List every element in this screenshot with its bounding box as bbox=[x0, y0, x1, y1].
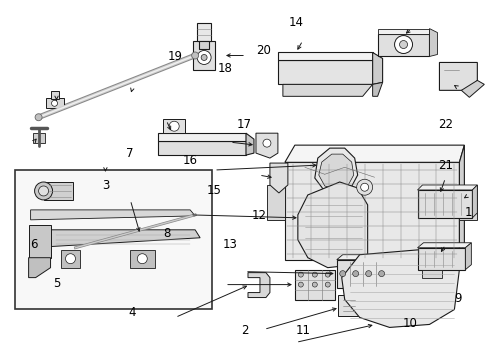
Circle shape bbox=[201, 54, 207, 60]
Polygon shape bbox=[465, 243, 470, 270]
Polygon shape bbox=[285, 145, 464, 162]
Circle shape bbox=[298, 282, 303, 287]
Polygon shape bbox=[245, 133, 253, 155]
Text: 21: 21 bbox=[437, 159, 452, 172]
Polygon shape bbox=[297, 182, 367, 268]
Text: 15: 15 bbox=[206, 184, 221, 197]
Polygon shape bbox=[158, 141, 245, 155]
Polygon shape bbox=[458, 185, 476, 220]
Text: 22: 22 bbox=[437, 118, 452, 131]
Polygon shape bbox=[277, 53, 372, 60]
Polygon shape bbox=[417, 243, 470, 248]
Circle shape bbox=[394, 36, 412, 54]
Circle shape bbox=[339, 271, 345, 276]
Polygon shape bbox=[31, 210, 195, 220]
Text: 4: 4 bbox=[128, 306, 136, 319]
Circle shape bbox=[39, 186, 48, 196]
Text: 13: 13 bbox=[222, 238, 237, 251]
Circle shape bbox=[298, 272, 303, 277]
Circle shape bbox=[325, 282, 329, 287]
Polygon shape bbox=[277, 60, 372, 84]
Circle shape bbox=[35, 182, 52, 200]
Text: 20: 20 bbox=[256, 44, 271, 57]
Bar bbox=[199, 41, 209, 49]
Circle shape bbox=[312, 272, 317, 277]
Bar bbox=[163, 119, 185, 133]
Polygon shape bbox=[336, 255, 394, 260]
Text: 9: 9 bbox=[453, 292, 461, 305]
Polygon shape bbox=[372, 82, 382, 96]
Polygon shape bbox=[377, 28, 428, 33]
Polygon shape bbox=[377, 33, 428, 57]
Polygon shape bbox=[417, 185, 476, 190]
Text: 8: 8 bbox=[163, 227, 170, 240]
Bar bbox=[15, 170, 212, 310]
Text: 2: 2 bbox=[240, 324, 248, 337]
Polygon shape bbox=[31, 230, 200, 248]
Bar bbox=[294, 270, 334, 300]
Polygon shape bbox=[428, 28, 437, 57]
Text: 11: 11 bbox=[295, 324, 310, 337]
Circle shape bbox=[263, 139, 270, 147]
Circle shape bbox=[191, 52, 198, 59]
Circle shape bbox=[169, 121, 179, 131]
Bar bbox=[43, 182, 73, 200]
Text: 18: 18 bbox=[217, 62, 232, 75]
Text: 6: 6 bbox=[30, 238, 38, 251]
Polygon shape bbox=[458, 145, 464, 260]
Text: 14: 14 bbox=[287, 16, 303, 29]
Bar bbox=[336, 260, 388, 288]
Polygon shape bbox=[266, 185, 285, 220]
Polygon shape bbox=[130, 250, 155, 268]
Circle shape bbox=[312, 282, 317, 287]
Circle shape bbox=[325, 272, 329, 277]
Bar bbox=[193, 41, 215, 71]
Bar bbox=[422, 270, 442, 278]
Polygon shape bbox=[61, 250, 81, 268]
Text: 5: 5 bbox=[53, 278, 61, 291]
Polygon shape bbox=[471, 185, 476, 218]
Text: 12: 12 bbox=[251, 210, 266, 222]
Circle shape bbox=[378, 271, 384, 276]
Bar bbox=[197, 23, 211, 41]
Text: 16: 16 bbox=[182, 154, 197, 167]
Polygon shape bbox=[318, 154, 353, 190]
Circle shape bbox=[197, 50, 211, 64]
Polygon shape bbox=[388, 255, 394, 288]
Circle shape bbox=[352, 271, 358, 276]
Polygon shape bbox=[247, 273, 269, 298]
Polygon shape bbox=[255, 133, 277, 158]
Circle shape bbox=[365, 271, 371, 276]
Polygon shape bbox=[283, 84, 372, 96]
Circle shape bbox=[137, 254, 147, 264]
Polygon shape bbox=[29, 225, 50, 258]
Polygon shape bbox=[285, 162, 458, 260]
Polygon shape bbox=[372, 53, 382, 84]
Bar bbox=[50, 91, 59, 99]
Circle shape bbox=[360, 183, 368, 191]
Text: 17: 17 bbox=[237, 118, 251, 131]
Bar bbox=[417, 248, 465, 270]
Bar bbox=[33, 133, 44, 143]
Text: 3: 3 bbox=[102, 179, 109, 192]
Text: 19: 19 bbox=[167, 50, 183, 63]
Circle shape bbox=[65, 254, 75, 264]
Polygon shape bbox=[158, 133, 245, 141]
Polygon shape bbox=[439, 62, 476, 90]
Text: 1: 1 bbox=[464, 206, 471, 219]
Text: 10: 10 bbox=[402, 317, 417, 330]
Polygon shape bbox=[341, 250, 458, 328]
Bar bbox=[417, 190, 471, 218]
Polygon shape bbox=[269, 163, 287, 193]
Text: 7: 7 bbox=[126, 147, 133, 159]
Polygon shape bbox=[314, 148, 357, 195]
Polygon shape bbox=[461, 80, 483, 97]
Circle shape bbox=[399, 41, 407, 49]
Circle shape bbox=[35, 114, 42, 121]
Bar bbox=[45, 98, 63, 108]
Polygon shape bbox=[29, 258, 50, 278]
Circle shape bbox=[356, 179, 372, 195]
Bar bbox=[337, 294, 359, 316]
Circle shape bbox=[51, 100, 58, 106]
